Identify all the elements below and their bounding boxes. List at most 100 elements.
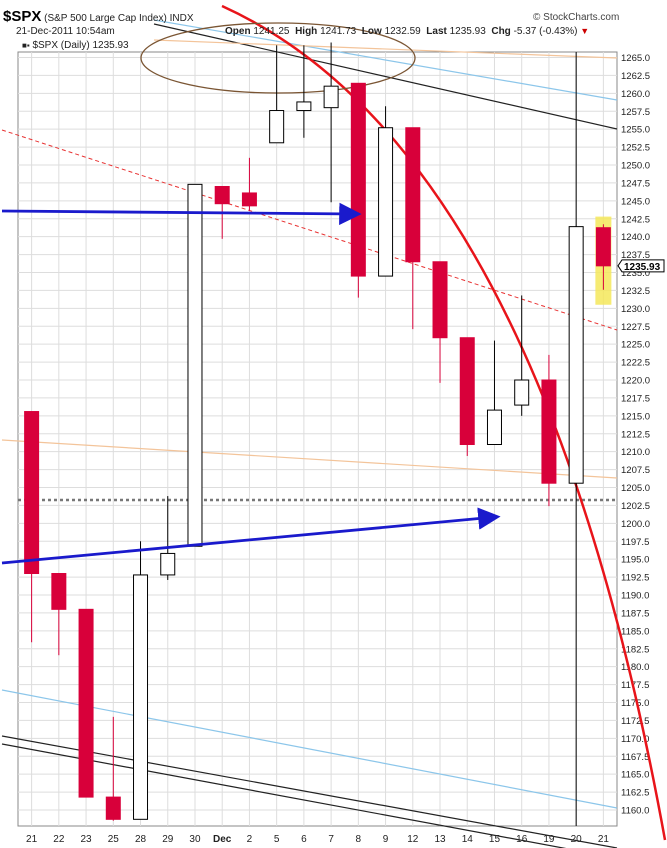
trendline-lower-orange (1, 439, 618, 479)
y-tick-label: 1177.5 (621, 680, 649, 691)
index-name: (S&P 500 Large Cap Index) (44, 13, 167, 24)
x-tick-label: 29 (162, 834, 174, 845)
red-curve-arc (221, 4, 667, 841)
y-tick-label: 1222.5 (621, 358, 650, 369)
plot-area (17, 51, 618, 827)
x-tick-label: 21 (26, 834, 38, 845)
exchange-label: INDX (169, 13, 194, 24)
open-value: 1241.25 (253, 26, 290, 37)
last-value: 1235.93 (449, 26, 486, 37)
last-price-tag (617, 259, 665, 273)
candle-body (486, 409, 502, 446)
candle-body (432, 261, 448, 339)
trendline-upper-blue (153, 19, 618, 101)
y-tick-label: 1240.0 (621, 232, 650, 243)
legend-text: $SPX (Daily) 1235.93 (32, 40, 129, 51)
open-label: Open (225, 26, 251, 37)
y-tick-label: 1235.0 (621, 268, 650, 279)
x-tick-label: 16 (516, 834, 528, 845)
x-tick-label: 5 (274, 834, 280, 845)
y-tick-label: 1250.0 (621, 161, 650, 172)
candle-body (296, 101, 312, 112)
high-value: 1241.73 (320, 26, 357, 37)
blue-arrow-lower (1, 507, 501, 565)
y-tick-label: 1232.5 (621, 286, 650, 297)
y-tick-label: 1257.5 (621, 107, 650, 118)
y-tick-label: 1245.0 (621, 196, 650, 207)
brand-label: © StockCharts.com (533, 12, 620, 23)
down-arrow-icon: ▼ (580, 26, 590, 36)
x-tick-label: 12 (407, 834, 419, 845)
y-tick-label: 1187.5 (621, 608, 649, 619)
y-tick-label: 1220.0 (621, 376, 650, 387)
y-tick-label: 1200.0 (621, 519, 650, 530)
y-tick-label: 1210.0 (621, 447, 650, 458)
y-tick-label: 1170.0 (621, 734, 649, 745)
candle-body (541, 379, 557, 484)
y-tick-label: 1172.5 (621, 716, 649, 727)
ohlc-row: Open 1241.25 High 1241.73 Low 1232.59 La… (225, 26, 589, 37)
candle-body (105, 796, 121, 820)
y-tick-label: 1180.0 (621, 662, 649, 673)
highlight-ellipse (140, 22, 416, 94)
title-row: $SPX (S&P 500 Large Cap Index) INDX (3, 8, 194, 25)
candle-body (24, 411, 40, 574)
y-tick-label: 1260.0 (621, 89, 650, 100)
y-tick-label: 1217.5 (621, 393, 650, 404)
legend-symbol-icon: ■▪ (22, 41, 30, 50)
chg-label: Chg (491, 26, 511, 37)
candle-body (405, 127, 421, 263)
y-tick-label: 1182.5 (621, 644, 649, 655)
y-tick-label: 1227.5 (621, 322, 650, 333)
y-tick-label: 1230.0 (621, 304, 650, 315)
date-label: 21-Dec-2011 10:54am (16, 26, 115, 37)
y-tick-label: 1160.0 (621, 806, 649, 817)
candle-body (51, 573, 67, 610)
low-value: 1232.59 (384, 26, 421, 37)
x-tick-label: 25 (108, 834, 120, 845)
y-tick-label: 1252.5 (621, 143, 650, 154)
y-tick-label: 1215.0 (621, 411, 650, 422)
low-label: Low (361, 26, 382, 37)
candle-body (160, 552, 176, 576)
x-tick-label: 15 (489, 834, 501, 845)
candle-body (595, 227, 611, 267)
y-tick-label: 1195.0 (621, 555, 649, 566)
x-tick-label: 2 (247, 834, 253, 845)
y-tick-label: 1212.5 (621, 429, 650, 440)
y-tick-label: 1225.0 (621, 340, 650, 351)
legend: ■▪ $SPX (Daily) 1235.93 (22, 40, 129, 51)
candle-body (78, 608, 94, 798)
blue-arrow-upper (1, 202, 362, 226)
trendline-upper-orange (153, 39, 618, 59)
x-tick-label: 6 (301, 834, 307, 845)
x-tick-label: 14 (462, 834, 474, 845)
candle-body (214, 186, 230, 205)
x-tick-label: Dec (213, 834, 232, 845)
y-tick-label: 1247.5 (621, 178, 650, 189)
trendline-red-dashed (1, 129, 618, 331)
y-tick-label: 1262.5 (621, 71, 650, 82)
y-tick-label: 1192.5 (621, 573, 649, 584)
x-tick-label: 21 (598, 834, 610, 845)
chg-value: -5.37 (-0.43%) (513, 26, 578, 37)
y-tick-label: 1205.0 (621, 483, 650, 494)
x-tick-label: 23 (81, 834, 93, 845)
x-tick-label: 28 (135, 834, 147, 845)
y-tick-label: 1242.5 (621, 214, 650, 225)
y-tick-label: 1190.0 (621, 591, 649, 602)
candle-body (133, 574, 149, 820)
x-tick-label: 8 (356, 834, 362, 845)
x-tick-label: 20 (571, 834, 583, 845)
candle-body (514, 379, 530, 406)
y-tick-label: 1197.5 (621, 537, 649, 548)
x-tick-label: 7 (328, 834, 334, 845)
y-tick-label: 1167.5 (621, 752, 649, 763)
candle-body (568, 226, 584, 484)
x-tick-label: 30 (189, 834, 201, 845)
y-tick-label: 1265.0 (621, 53, 650, 64)
candle-body (350, 82, 366, 277)
last-label: Last (426, 26, 447, 37)
